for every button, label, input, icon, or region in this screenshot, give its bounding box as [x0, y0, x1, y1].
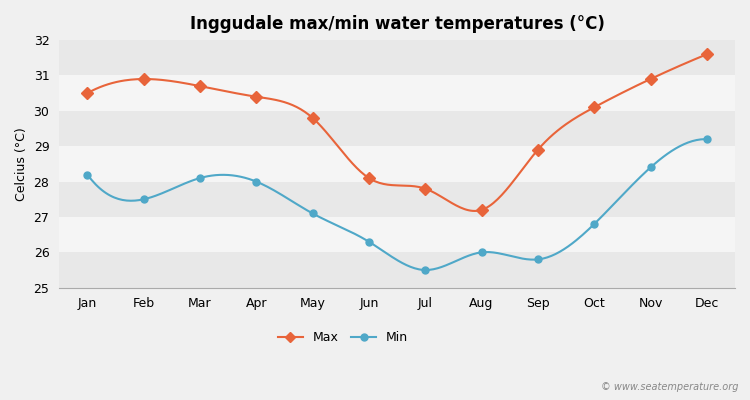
Bar: [59, 40, 735, 76]
Bar: [59, 182, 735, 217]
Bar: [59, 217, 735, 252]
Legend: Max, Min: Max, Min: [273, 326, 413, 349]
Title: Inggudale max/min water temperatures (°C): Inggudale max/min water temperatures (°C…: [190, 15, 604, 33]
Bar: [59, 146, 735, 182]
Bar: [59, 111, 735, 146]
Text: © www.seatemperature.org: © www.seatemperature.org: [602, 382, 739, 392]
Y-axis label: Celcius (°C): Celcius (°C): [15, 127, 28, 201]
Bar: [59, 76, 735, 111]
Bar: [59, 252, 735, 288]
